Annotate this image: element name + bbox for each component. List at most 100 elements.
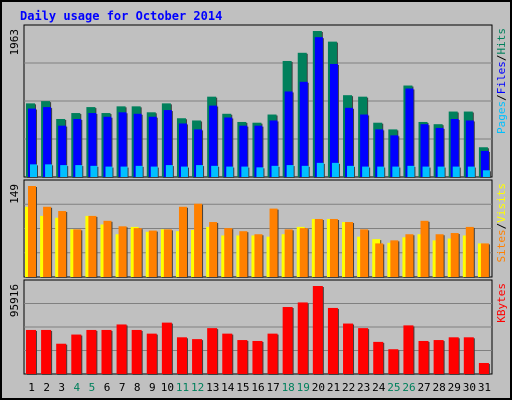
side-label-files: Files (495, 61, 508, 94)
day-label: 26 (402, 381, 415, 394)
bar-pages (45, 164, 53, 177)
bar-kbytes (463, 337, 474, 374)
bar-kbytes (146, 333, 157, 374)
bar-sites (148, 230, 157, 277)
bar-files (43, 107, 52, 177)
panel-visits-sites: 149 Sites/Visits (8, 179, 508, 278)
bar-kbytes (131, 329, 142, 374)
day-label: 30 (463, 381, 476, 394)
bar-files (480, 150, 489, 177)
panel-pages-files-hits: 1963 Pages/Files/Hits (8, 24, 508, 179)
bar-kbytes (101, 329, 112, 374)
bar-kbytes (418, 340, 429, 374)
bar-files (450, 118, 459, 177)
day-label: 29 (448, 381, 461, 394)
day-label: 15 (236, 381, 249, 394)
bar-kbytes (403, 325, 414, 374)
day-label: 25 (387, 381, 400, 394)
bar-sites (284, 229, 293, 277)
day-label: 22 (342, 381, 355, 394)
bar-kbytes (358, 328, 369, 374)
bar-pages (180, 166, 188, 177)
bar-files (390, 135, 399, 177)
bar-pages (150, 166, 158, 177)
day-label: 31 (478, 381, 491, 394)
day-label: 18 (282, 381, 295, 394)
bar-sites (314, 218, 323, 277)
bar-files (360, 114, 369, 177)
day-label: 14 (221, 381, 235, 394)
bar-sites (405, 234, 414, 277)
bar-kbytes (26, 329, 36, 374)
bar-pages (407, 165, 415, 177)
bar-pages (135, 165, 143, 177)
side-label-kbytes: KBytes (495, 283, 508, 323)
day-label: 24 (372, 381, 386, 394)
bar-pages (347, 165, 355, 177)
bar-files (163, 110, 172, 177)
bar-files (299, 81, 308, 177)
bar-kbytes (71, 334, 82, 374)
bar-pages (60, 165, 68, 177)
day-label: 9 (149, 381, 156, 394)
bar-pages (75, 165, 83, 177)
day-label: 11 (176, 381, 189, 394)
bar-kbytes (478, 362, 489, 374)
day-labels: 1 2 3 4 5 6 7 8 9 10 11 12 13 14 15 16 17 18 19 20 21 22 23 24 2… (28, 381, 491, 394)
bar-pages (377, 166, 385, 177)
bar-pages (30, 164, 37, 177)
bar-pages (392, 166, 400, 177)
bar-sites (178, 206, 187, 277)
bar-pages (241, 166, 249, 177)
bar-sites (43, 206, 52, 277)
bar-pages (120, 166, 128, 177)
bar-kbytes (192, 339, 203, 374)
bar-files (269, 120, 278, 177)
day-label: 7 (119, 381, 126, 394)
bar-sites (420, 220, 429, 277)
bar-sites (73, 229, 82, 277)
bar-pages (256, 167, 264, 177)
bar-pages (196, 165, 204, 177)
bar-sites (254, 234, 263, 277)
bar-kbytes (448, 337, 459, 374)
bar-kbytes (388, 349, 399, 374)
bar-pages (482, 170, 490, 177)
bar-files (224, 117, 233, 177)
side-label: KBytes (495, 283, 508, 323)
day-label: 4 (74, 381, 81, 394)
bar-files (239, 125, 248, 177)
bar-pages (467, 166, 475, 177)
bar-sites (480, 243, 489, 277)
bar-sites (375, 243, 384, 277)
bar-files (329, 63, 338, 177)
bar-sites (390, 240, 399, 277)
bar-pages (362, 166, 370, 177)
day-label: 8 (134, 381, 141, 394)
bar-pages (105, 166, 113, 177)
bar-sites (345, 222, 354, 277)
side-label-sites: Sites (495, 229, 508, 262)
day-label: 13 (206, 381, 219, 394)
bar-sites (239, 231, 248, 277)
bar-kbytes (41, 329, 52, 374)
bar-files (284, 91, 293, 177)
ymax-label: 149 (8, 184, 21, 204)
bar-sites (360, 229, 369, 277)
bar-kbytes (327, 307, 338, 374)
bar-kbytes (86, 329, 97, 374)
bar-sites (435, 234, 444, 277)
bar-sites (224, 228, 233, 277)
bar-sites (118, 226, 127, 277)
bar-sites (329, 218, 338, 277)
bar-kbytes (237, 340, 248, 374)
day-label: 23 (357, 381, 370, 394)
day-label: 2 (43, 381, 50, 394)
bar-kbytes (343, 323, 354, 374)
panel-kbytes: 95916 KBytes (8, 279, 508, 375)
bar-sites (58, 211, 67, 277)
bar-pages (301, 165, 309, 177)
bar-kbytes (161, 322, 172, 374)
bar-pages (271, 165, 279, 177)
